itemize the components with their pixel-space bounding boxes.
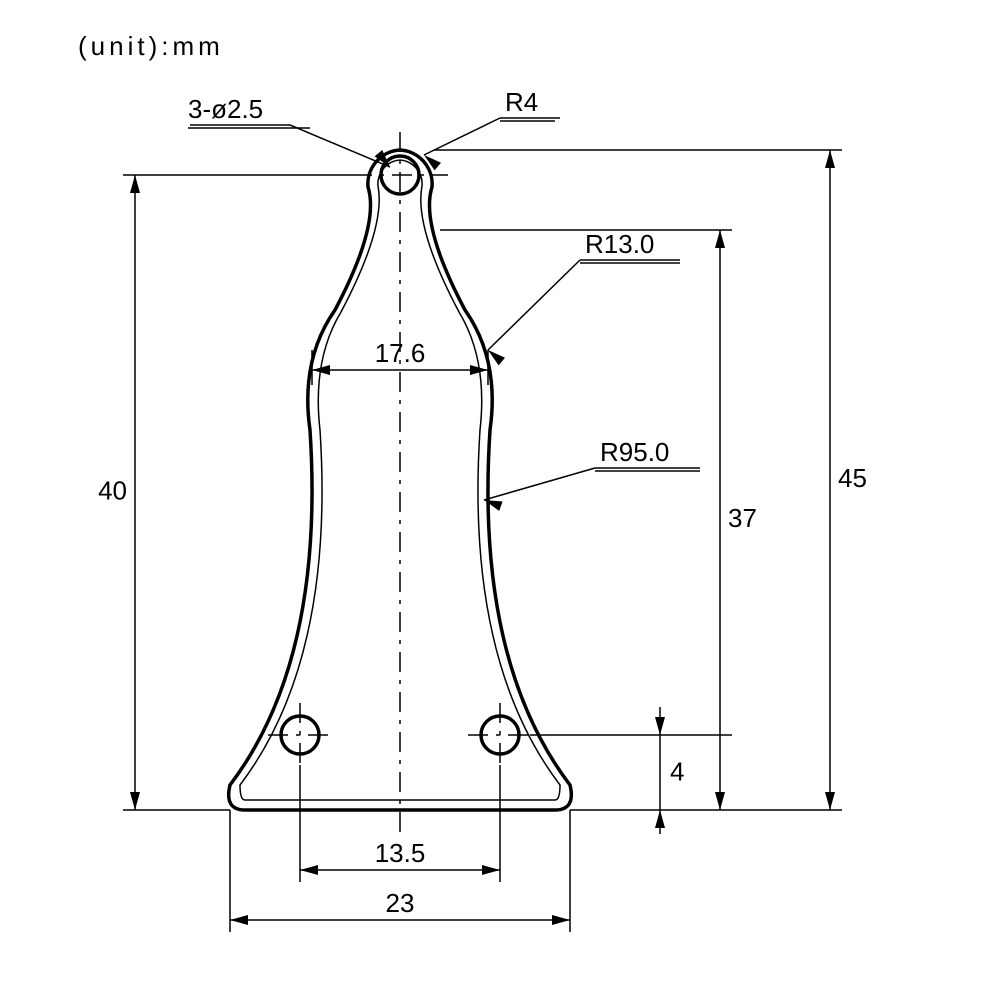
label-r95: R95.0 [600, 437, 669, 467]
svg-text:45: 45 [838, 463, 867, 493]
svg-text:40: 40 [98, 475, 127, 505]
label-r4: R4 [505, 87, 538, 117]
label-r13: R13.0 [585, 229, 654, 259]
svg-text:13.5: 13.5 [375, 838, 426, 868]
unit-label: (unit):mm [78, 31, 224, 61]
label-4: 4 [670, 757, 684, 787]
svg-text:23: 23 [386, 888, 415, 918]
svg-text:37: 37 [728, 503, 757, 533]
label-hole-spec: 3-ø2.5 [188, 94, 263, 124]
svg-text:17.6: 17.6 [375, 338, 426, 368]
